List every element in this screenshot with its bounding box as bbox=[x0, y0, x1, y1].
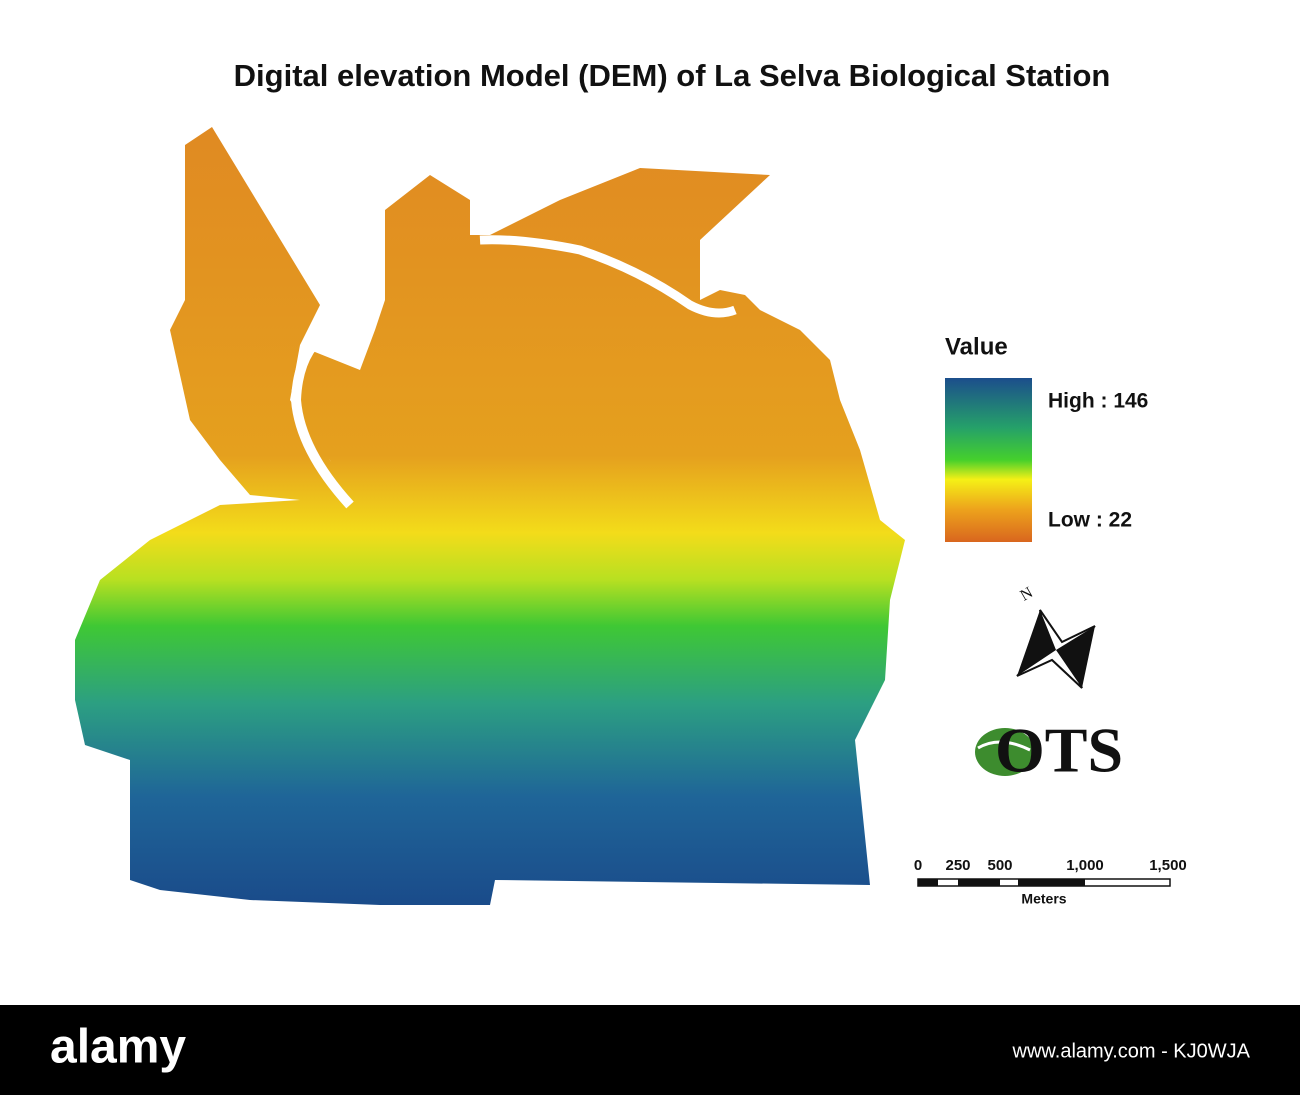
legend-high: High : 146 bbox=[1048, 390, 1148, 413]
footer-bar bbox=[0, 1005, 1300, 1095]
legend: Value High : 146 Low : 22 bbox=[945, 333, 1148, 542]
legend-ramp bbox=[945, 378, 1032, 542]
map-area-strip bbox=[170, 127, 355, 500]
river bbox=[290, 325, 354, 509]
scale-label: 500 bbox=[987, 857, 1012, 874]
scale-label: 250 bbox=[945, 857, 970, 874]
map-area bbox=[75, 168, 905, 905]
legend-title: Value bbox=[945, 333, 1008, 360]
logo-text: OTS bbox=[995, 715, 1123, 786]
scale-unit: Meters bbox=[1021, 891, 1066, 907]
scale-bar: Meters 0 250 500 1,000 1,500 bbox=[914, 857, 1187, 907]
legend-low: Low : 22 bbox=[1048, 509, 1132, 532]
ots-logo: OTS bbox=[975, 715, 1123, 786]
river bbox=[479, 235, 737, 318]
north-arrow: N bbox=[1016, 584, 1096, 689]
map-title: Digital elevation Model (DEM) of La Selv… bbox=[234, 58, 1111, 93]
scale-label: 1,000 bbox=[1066, 857, 1104, 874]
scale-label: 0 bbox=[914, 857, 922, 874]
footer-credit: www.alamy.com - KJ0WJA bbox=[1012, 1040, 1251, 1062]
elevation-map bbox=[75, 127, 905, 905]
logo-leaf bbox=[975, 728, 1035, 776]
footer-brand: alamy bbox=[50, 1021, 186, 1074]
north-label: N bbox=[1017, 584, 1036, 605]
scale-label: 1,500 bbox=[1149, 857, 1187, 874]
